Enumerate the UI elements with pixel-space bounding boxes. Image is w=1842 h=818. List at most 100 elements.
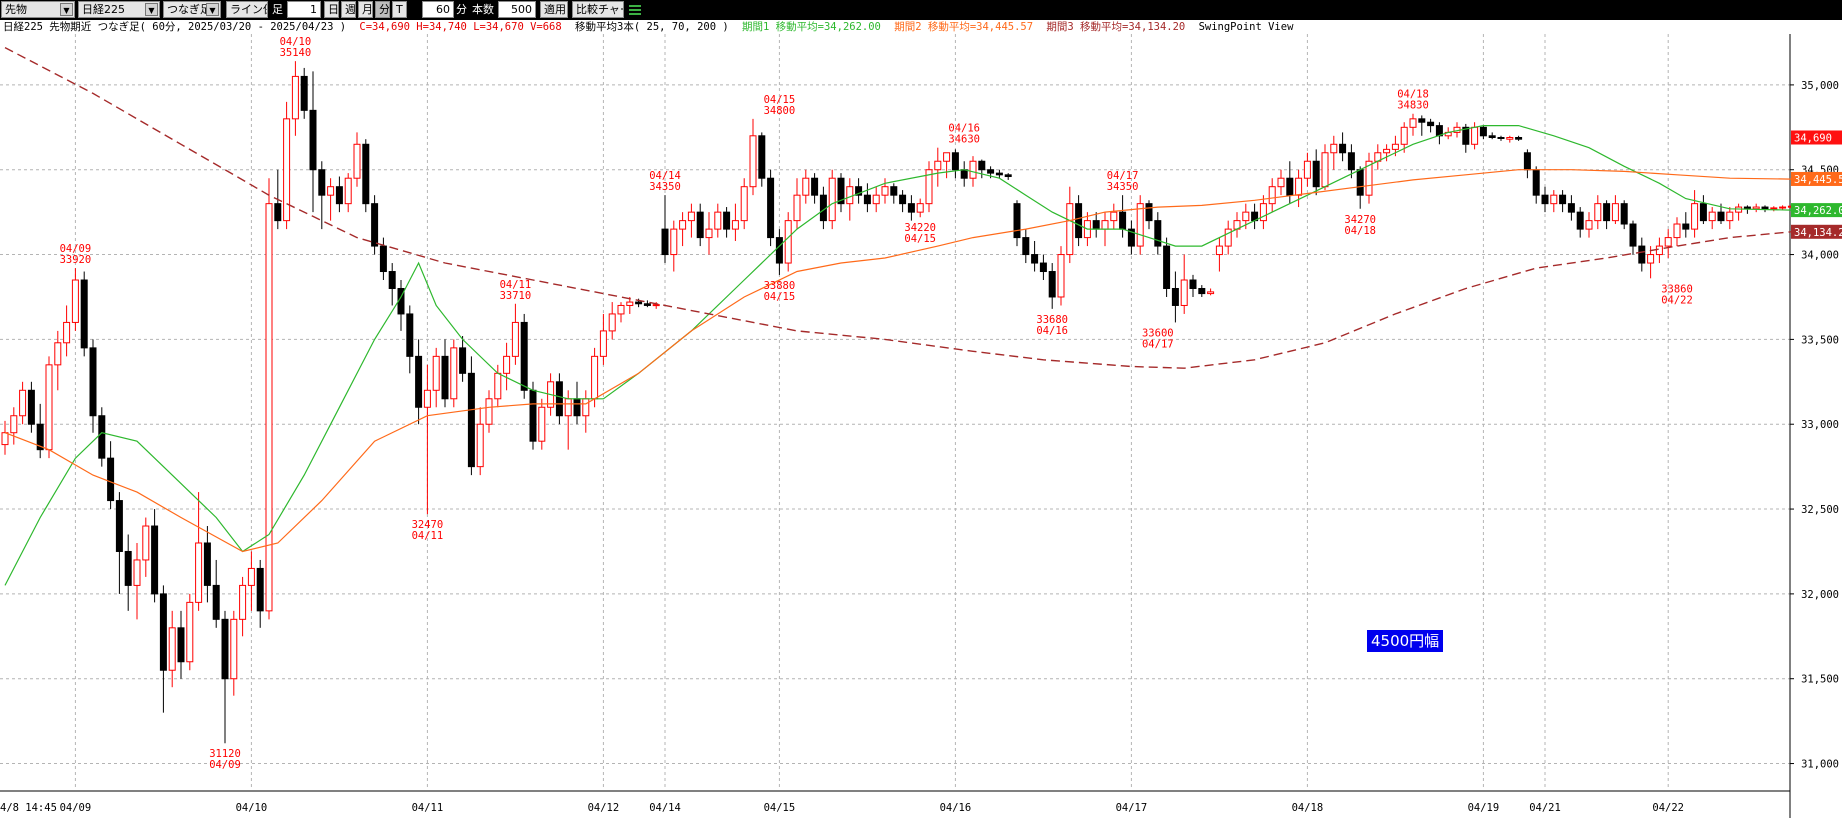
- candle-body: [1136, 203, 1144, 247]
- candle-body: [1171, 287, 1179, 306]
- candle-body: [203, 542, 211, 586]
- candle-body: [1515, 136, 1523, 140]
- minutes-input[interactable]: 60: [422, 1, 454, 18]
- swing-label-line: 35140: [280, 47, 312, 59]
- candle-body: [1110, 211, 1118, 222]
- candle-body: [256, 567, 264, 612]
- candle-body: [1022, 237, 1030, 256]
- candle-body: [1620, 203, 1628, 225]
- candle-body: [1154, 220, 1162, 247]
- candle-body: [327, 186, 335, 196]
- candle-body: [415, 355, 423, 408]
- x-date-label: 04/11: [412, 802, 444, 814]
- line-save-button[interactable]: ライン保存: [226, 1, 268, 18]
- candle-body: [133, 559, 141, 586]
- candle-body: [1506, 136, 1514, 140]
- candle-body: [1066, 203, 1074, 256]
- chart-title: 日経225 先物期近 つなぎ足( 60分, 2025/03/20 - 2025/…: [3, 21, 347, 33]
- candle-body: [1198, 287, 1206, 295]
- candle-body: [1347, 152, 1355, 171]
- period-button-week[interactable]: 週: [341, 1, 356, 18]
- candle-body: [1259, 203, 1267, 222]
- apply-button[interactable]: 適用: [540, 1, 568, 18]
- candle-body: [925, 169, 933, 205]
- ma1-readout: 期間1 移動平均=34,262.00: [742, 21, 881, 33]
- period-button-tick[interactable]: T: [392, 1, 407, 18]
- period-button-day[interactable]: 日: [324, 1, 339, 18]
- candle-body: [1427, 121, 1435, 127]
- ma-line: [4, 46, 1792, 369]
- swing-label-line: 33600: [1142, 327, 1174, 339]
- candle-body: [855, 186, 863, 196]
- candle-body: [529, 389, 537, 442]
- candle-body: [1365, 160, 1373, 196]
- style-select[interactable]: つなぎ足: [163, 1, 221, 18]
- candle-body: [221, 618, 229, 680]
- candle-body: [511, 321, 519, 357]
- count-input[interactable]: 500: [498, 1, 536, 18]
- ashi-label: 足: [272, 3, 283, 16]
- candle-body: [987, 169, 995, 174]
- index-select[interactable]: 日経225: [78, 1, 160, 18]
- period-button-month[interactable]: 月: [358, 1, 373, 18]
- candle-body: [1647, 254, 1655, 264]
- lines-menu-icon[interactable]: [628, 3, 642, 17]
- time-readout: 4/8 14:45: [0, 802, 57, 814]
- candle-body: [1215, 245, 1223, 256]
- swing-label-line: 34800: [764, 105, 796, 117]
- candle-body: [1629, 223, 1637, 247]
- candle-body: [212, 584, 220, 620]
- count-label: 本数: [472, 3, 494, 16]
- candle-body: [1127, 228, 1135, 247]
- swing-label-line: 33680: [1036, 314, 1068, 326]
- candle-body: [1057, 254, 1065, 298]
- swing-label-line: 04/17: [1107, 170, 1139, 182]
- candle-body: [538, 406, 546, 442]
- market-select[interactable]: 先物: [1, 1, 75, 18]
- candle-body: [1242, 211, 1250, 222]
- price-tag-text: 34,134.20: [1794, 227, 1842, 239]
- candle-body: [115, 500, 123, 552]
- ma-line: [4, 169, 1792, 553]
- candle-body: [951, 152, 959, 171]
- candle-body: [960, 169, 968, 179]
- candle-body: [643, 303, 651, 306]
- swing-labels-group: 04/09339203112004/0904/10351403247004/11…: [60, 36, 1693, 771]
- candle-body: [1039, 262, 1047, 273]
- x-date-label: 04/16: [940, 802, 972, 814]
- candle-body: [978, 160, 986, 171]
- candle-body: [459, 347, 467, 374]
- candle-body: [1497, 136, 1505, 139]
- candle-body: [670, 228, 678, 256]
- candle-body: [1295, 177, 1303, 196]
- compare-chart-button[interactable]: 比較チャート: [572, 1, 624, 18]
- candle-body: [1726, 211, 1734, 222]
- swing-label-line: 33880: [764, 280, 796, 292]
- candle-body: [846, 186, 854, 205]
- toolbar: 先物 日経225 つなぎ足 ライン保存 足 1 日 週 月 分 T 60 分 本…: [0, 0, 1842, 20]
- candle-body: [1761, 206, 1769, 210]
- swing-label-line: 04/18: [1397, 89, 1429, 101]
- swing-label-line: 33920: [60, 254, 92, 266]
- candle-body: [107, 457, 115, 502]
- candle-body: [63, 321, 71, 344]
- candle-body: [749, 135, 757, 188]
- candle-body: [274, 203, 282, 222]
- candles-group: [1, 61, 1795, 744]
- y-tick-label: 31,000: [1801, 759, 1839, 771]
- candle-body: [1471, 126, 1479, 145]
- ashi-value-input[interactable]: 1: [287, 1, 321, 18]
- candle-body: [1189, 279, 1197, 289]
- period-button-minute[interactable]: 分: [375, 1, 390, 18]
- candle-body: [1541, 194, 1549, 205]
- candle-body: [1418, 118, 1426, 123]
- candle-body: [1567, 203, 1575, 213]
- candle-body: [318, 169, 326, 196]
- candlestick-chart[interactable]: 31,000 31,500 32,000 32,500 33,000 33,500 34,0…: [0, 34, 1842, 818]
- ohlcv-readout: C=34,690 H=34,740 L=34,670 V=668: [359, 21, 562, 33]
- candle-body: [899, 194, 907, 205]
- candle-body: [520, 321, 528, 391]
- candle-body: [1268, 186, 1276, 205]
- x-date-label: 04/18: [1292, 802, 1324, 814]
- candle-body: [1576, 211, 1584, 230]
